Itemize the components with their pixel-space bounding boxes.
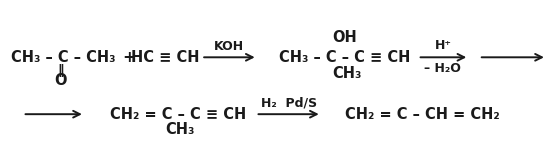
Text: ‖: ‖ bbox=[57, 64, 64, 77]
Text: KOH: KOH bbox=[214, 40, 244, 53]
Text: CH₃ – C – CH₃: CH₃ – C – CH₃ bbox=[11, 50, 116, 65]
Text: CH₂ = C – CH = CH₂: CH₂ = C – CH = CH₂ bbox=[345, 107, 500, 122]
Text: OH: OH bbox=[332, 30, 357, 45]
Text: CH₂ = C – C ≡ CH: CH₂ = C – C ≡ CH bbox=[110, 107, 246, 122]
Text: H⁺: H⁺ bbox=[434, 39, 452, 52]
Text: CH₃ – C – C ≡ CH: CH₃ – C – C ≡ CH bbox=[279, 50, 411, 65]
Text: – H₂O: – H₂O bbox=[424, 62, 461, 75]
Text: HC ≡ CH: HC ≡ CH bbox=[131, 50, 199, 65]
Text: CH₃: CH₃ bbox=[332, 66, 362, 81]
Text: O: O bbox=[54, 73, 67, 88]
Text: H₂  Pd/S: H₂ Pd/S bbox=[260, 97, 317, 110]
Text: CH₃: CH₃ bbox=[165, 122, 194, 137]
Text: +: + bbox=[122, 50, 136, 65]
